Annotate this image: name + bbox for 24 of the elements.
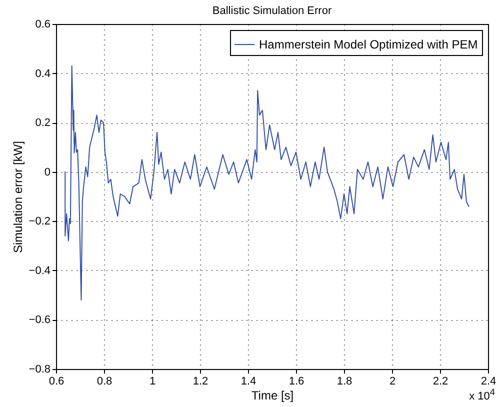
x-axis-title: Time [s] [251, 388, 294, 402]
y-tick-label: −0.4 [28, 264, 50, 277]
text: x 10$^{4}$ [469, 387, 495, 403]
y-tick-label: −0.2 [28, 216, 50, 228]
x-tick-label: 2 [389, 376, 396, 388]
x-tick-label: 1.6 [288, 376, 304, 388]
y-tick-label: 0.4 [35, 68, 50, 80]
y-tick-label: −0.8 [28, 364, 50, 376]
x-tick-label: 2.2 [432, 376, 448, 388]
x-tick-label: 2.4 [480, 376, 496, 388]
y-tick-label: 0.2 [35, 117, 50, 130]
x-tick-label: 1.4 [240, 376, 256, 388]
legend-label: Hammerstein Model Optimized with PEM [259, 38, 478, 52]
x-tick-label: 0.8 [96, 376, 112, 388]
line-series [64, 65, 470, 300]
x-tick-label: 0.6 [48, 376, 64, 388]
y-tick-label: 0 [44, 166, 50, 178]
x-tick-label: 1.8 [336, 376, 352, 388]
x-tick-label: 1.2 [192, 376, 208, 388]
y-axis-title: Simulation error [kW] [10, 140, 25, 254]
x-tick-label: 1 [149, 376, 156, 388]
y-tick-label: 0.6 [35, 18, 50, 30]
chart-title: Ballistic Simulation Error [212, 5, 332, 17]
y-tick-label: −0.6 [28, 314, 50, 326]
